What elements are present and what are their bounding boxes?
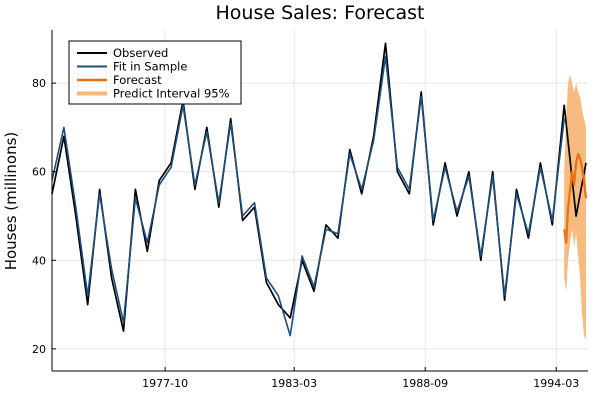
- x-tick-label: 1988-09: [402, 377, 448, 390]
- x-tick-label: 1977-10: [142, 377, 188, 390]
- legend-entry: Forecast: [113, 73, 162, 87]
- axes: [51, 30, 588, 372]
- legend-entry: Observed: [113, 46, 168, 60]
- tick-labels: 20 40 60 80 1977-10 1983-03 1988-09 1994-03: [32, 77, 579, 390]
- chart-title: House Sales: Forecast: [216, 2, 425, 24]
- x-tick-label: 1994-03: [533, 377, 579, 390]
- forecast-line: [563, 152, 588, 244]
- legend-entry: Fit in Sample: [113, 60, 187, 74]
- series-lines: [51, 42, 588, 337]
- legend-entry: Predict Interval 95%: [113, 87, 230, 101]
- y-tick-label: 60: [32, 166, 46, 179]
- y-tick-label: 20: [32, 343, 46, 356]
- y-tick-label: 80: [32, 77, 46, 90]
- fit-line: [51, 55, 565, 337]
- y-tick-label: 40: [32, 254, 46, 267]
- x-tick-label: 1983-03: [271, 377, 317, 390]
- y-axis-label: Houses (millinons): [2, 132, 20, 271]
